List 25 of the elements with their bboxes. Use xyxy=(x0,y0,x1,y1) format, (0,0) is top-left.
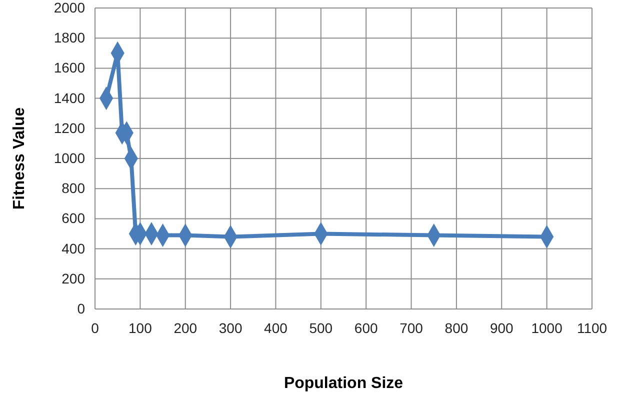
y-tick-label: 1000 xyxy=(54,150,86,166)
y-tick-label: 2000 xyxy=(54,0,86,16)
x-axis-title: Population Size xyxy=(284,375,404,392)
y-axis-title: Fitness Value xyxy=(11,107,28,210)
y-tick-label: 200 xyxy=(62,270,86,286)
y-tick-label: 0 xyxy=(77,300,86,316)
x-tick-label: 200 xyxy=(174,320,198,336)
x-tick-label: 900 xyxy=(490,320,514,336)
y-tick-label: 400 xyxy=(62,240,86,256)
x-tick-label: 0 xyxy=(91,320,100,336)
y-tick-label: 800 xyxy=(62,180,86,196)
x-tick-label: 400 xyxy=(264,320,288,336)
y-tick-label: 1200 xyxy=(54,120,86,136)
x-tick-label: 600 xyxy=(354,320,378,336)
y-tick-label: 1400 xyxy=(54,90,86,106)
x-tick-label: 1000 xyxy=(531,320,563,336)
x-tick-label: 700 xyxy=(400,320,424,336)
x-tick-label: 500 xyxy=(309,320,333,336)
x-tick-label: 1100 xyxy=(576,320,608,336)
x-tick-label: 100 xyxy=(128,320,152,336)
x-tick-label: 800 xyxy=(444,320,468,336)
y-tick-label: 1800 xyxy=(54,30,86,46)
y-tick-label: 600 xyxy=(62,210,86,226)
x-tick-label: 300 xyxy=(218,320,242,336)
y-tick-label: 1600 xyxy=(54,60,86,76)
